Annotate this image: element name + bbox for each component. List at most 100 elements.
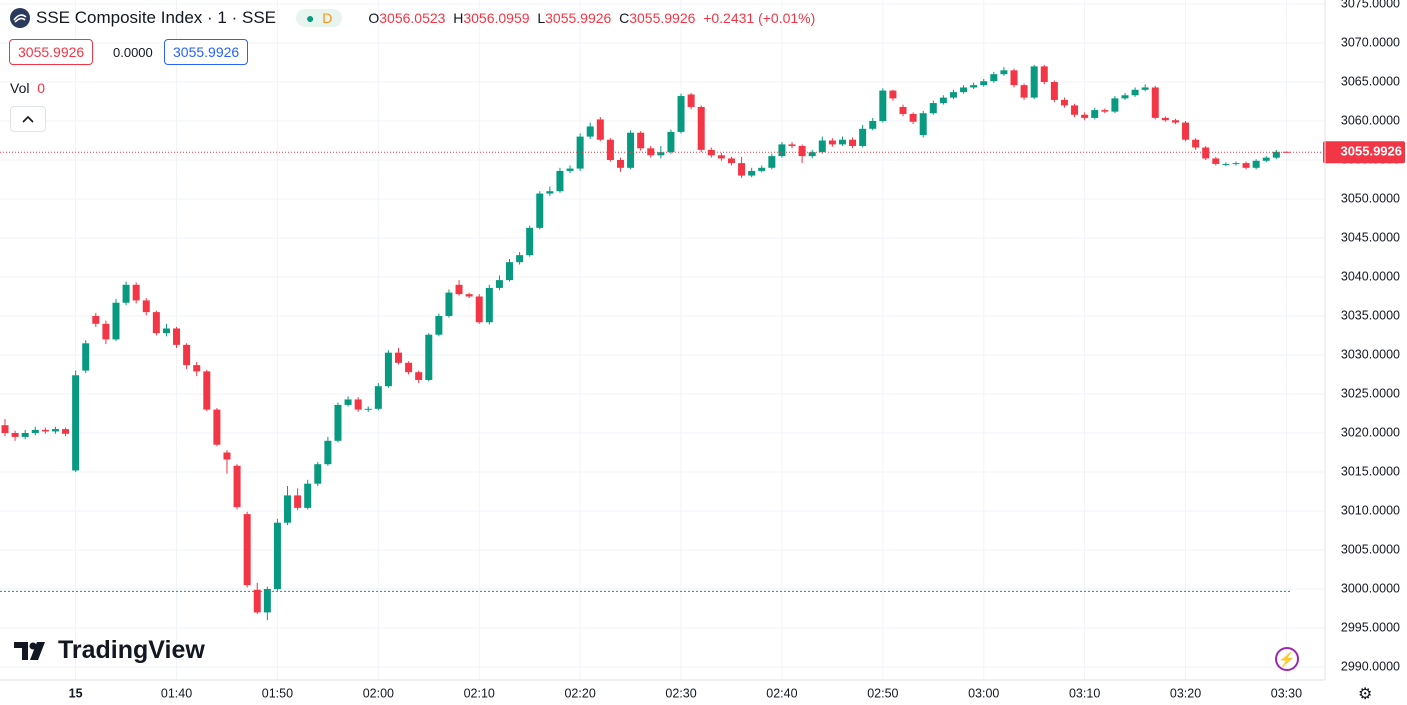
candle-body	[1060, 99, 1068, 106]
candle-body	[1272, 151, 1280, 158]
candle-body	[132, 284, 140, 301]
candle-body	[818, 140, 826, 153]
candle-body	[395, 352, 403, 363]
candle-body	[455, 284, 463, 295]
candle-body	[727, 158, 735, 164]
candle-body	[596, 119, 604, 140]
candle-body	[1171, 120, 1179, 123]
candle-body	[1262, 157, 1270, 161]
sell-button[interactable]: 3055.9926	[9, 39, 94, 65]
candle-body	[1050, 82, 1058, 100]
candle-body	[738, 163, 746, 176]
candle-body	[899, 106, 907, 114]
candle-body	[51, 429, 59, 432]
spread: 0.0000	[113, 45, 153, 60]
candle-body	[1091, 110, 1099, 118]
x-tick-label: 01:40	[161, 686, 192, 700]
candle-body	[243, 514, 251, 586]
candle-body	[616, 160, 624, 168]
candle-body	[183, 344, 191, 366]
watermark[interactable]: TradingView	[14, 636, 205, 665]
candle-body	[425, 334, 433, 380]
y-tick-label: 3020.0000	[1341, 425, 1400, 439]
candle-body	[334, 404, 342, 441]
y-tick-label: 3040.0000	[1341, 269, 1400, 283]
candle-body	[909, 113, 917, 122]
badge-text: D	[322, 10, 333, 26]
candle-body	[233, 465, 241, 508]
candle-body	[1232, 163, 1240, 165]
candle-body	[657, 152, 665, 156]
candle-body	[536, 193, 544, 228]
candle-body	[213, 409, 221, 445]
candle-body	[1111, 98, 1119, 112]
interval-badge[interactable]: ● D	[296, 9, 343, 27]
candle-body	[889, 90, 897, 99]
candle-body	[687, 94, 695, 107]
candle-body	[102, 323, 110, 340]
candle-body	[152, 312, 160, 334]
candle-body	[1192, 139, 1200, 148]
candle-body	[798, 145, 806, 157]
candle-body	[173, 328, 181, 345]
candle-body	[415, 372, 423, 380]
ohlc-legend: O3056.0523 H3056.0959 L3055.9926 C3055.9…	[368, 10, 815, 26]
candle-body	[203, 371, 211, 410]
candle-body	[374, 386, 382, 409]
candle-body	[1252, 160, 1260, 168]
x-tick-label: 03:10	[1069, 686, 1100, 700]
candle-body	[697, 106, 705, 150]
y-tick-label: 3050.0000	[1341, 191, 1400, 205]
candle-body	[21, 433, 29, 437]
replay-button[interactable]: ⚡	[1275, 647, 1299, 671]
y-tick-label: 3005.0000	[1341, 542, 1400, 556]
y-tick-label: 3065.0000	[1341, 74, 1400, 88]
candle-body	[122, 284, 130, 303]
y-tick-label: 3010.0000	[1341, 503, 1400, 517]
candle-body	[808, 152, 816, 157]
x-tick-label: 02:00	[363, 686, 394, 700]
candle-body	[72, 375, 80, 471]
candle-body	[31, 429, 39, 433]
candle-body	[354, 399, 362, 410]
candle-body	[1222, 163, 1230, 165]
y-tick-label: 3000.0000	[1341, 581, 1400, 595]
candle-body	[788, 144, 796, 146]
candle-body	[11, 433, 19, 437]
change-pct: (+0.01%)	[758, 10, 816, 26]
candle-body	[1182, 122, 1190, 140]
c-value: 3055.9926	[629, 10, 696, 26]
y-tick-label: 3060.0000	[1341, 113, 1400, 127]
candle-body	[344, 399, 352, 405]
candle-body	[758, 167, 766, 171]
header: SSE Composite Index · 1 · SSE ● D O3056.…	[10, 8, 815, 28]
volume-legend: Vol 0	[10, 80, 45, 96]
candle-body	[62, 429, 70, 434]
vol-label: Vol	[10, 80, 30, 96]
candle-body	[939, 97, 947, 104]
y-tick-label: 3015.0000	[1341, 464, 1400, 478]
candle-body	[223, 452, 231, 460]
candle-body	[717, 155, 725, 159]
y-tick-label: 3035.0000	[1341, 308, 1400, 322]
candle-body	[405, 362, 413, 373]
buy-button[interactable]: 3055.9926	[164, 39, 249, 65]
candle-body	[1010, 70, 1018, 86]
candle-body	[273, 522, 281, 589]
l-value: 3055.9926	[545, 10, 612, 26]
candle-body	[1030, 66, 1038, 98]
candle-body	[586, 126, 594, 137]
candle-body	[526, 227, 534, 256]
h-value: 3056.0959	[463, 10, 530, 26]
candle-body	[364, 408, 372, 410]
y-tick-label: 3045.0000	[1341, 230, 1400, 244]
candle-body	[838, 139, 846, 145]
candle-body	[1000, 70, 1008, 75]
candle-body	[1071, 105, 1079, 115]
candle-body	[445, 292, 453, 316]
y-tick-label: 3070.0000	[1341, 35, 1400, 49]
settings-button[interactable]: ⚙	[1358, 686, 1373, 703]
collapse-button[interactable]	[10, 106, 46, 132]
vol-value: 0	[37, 80, 46, 96]
